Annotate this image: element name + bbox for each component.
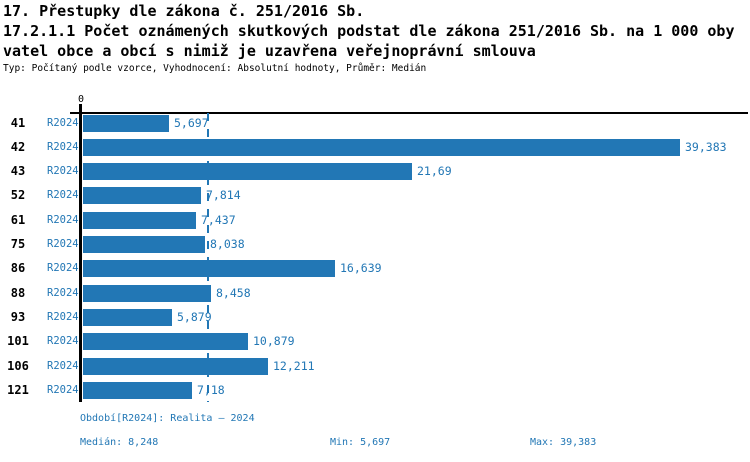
bar [83, 139, 680, 156]
series-label: R2024 [47, 360, 79, 372]
median-stat: Medián: 8,248 [80, 437, 159, 448]
value-label: 5,697 [174, 116, 209, 130]
category-label: 106 [7, 359, 29, 373]
bar [83, 285, 211, 302]
category-label: 121 [7, 383, 29, 397]
x-axis-zero-tick-label: 0 [77, 94, 85, 105]
category-label: 86 [10, 261, 26, 275]
category-label: 41 [10, 116, 26, 130]
series-label: R2024 [47, 214, 79, 226]
bar [83, 115, 169, 132]
min-stat: Min: 5,697 [330, 437, 391, 448]
series-label: R2024 [47, 141, 79, 153]
value-label: 7,814 [206, 188, 241, 202]
category-label: 101 [7, 334, 29, 348]
series-label: R2024 [47, 384, 79, 396]
series-label: R2024 [47, 287, 79, 299]
series-label: R2024 [47, 117, 79, 129]
series-label: R2024 [47, 262, 79, 274]
period-label: Období[R2024]: Realita – 2024 [80, 413, 255, 424]
value-label: 10,879 [253, 334, 295, 348]
series-label: R2024 [47, 189, 79, 201]
value-label: 39,383 [685, 140, 727, 154]
bar [83, 236, 205, 253]
chart-meta: Typ: Počítaný podle vzorce, Vyhodnocení:… [3, 63, 427, 74]
series-label: R2024 [47, 311, 79, 323]
value-label: 7,18 [197, 383, 225, 397]
bar [83, 163, 412, 180]
category-label: 43 [10, 164, 26, 178]
bar [83, 382, 192, 399]
category-label: 42 [10, 140, 26, 154]
value-label: 5,879 [177, 310, 212, 324]
category-label: 61 [10, 213, 26, 227]
category-label: 52 [10, 188, 26, 202]
max-stat: Max: 39,383 [530, 437, 597, 448]
median-reference-line [207, 113, 209, 402]
bar [83, 309, 172, 326]
chart-title: 17. Přestupky dle zákona č. 251/2016 Sb. [3, 2, 365, 20]
value-label: 8,458 [216, 286, 251, 300]
category-label: 88 [10, 286, 26, 300]
bar [83, 212, 196, 229]
series-label: R2024 [47, 335, 79, 347]
category-label: 93 [10, 310, 26, 324]
chart-subtitle-line1: 17.2.1.1 Počet oznámených skutkových pod… [3, 22, 735, 40]
value-label: 12,211 [273, 359, 315, 373]
series-label: R2024 [47, 238, 79, 250]
value-label: 8,038 [210, 237, 245, 251]
series-label: R2024 [47, 165, 79, 177]
bar [83, 358, 268, 375]
value-label: 7,437 [201, 213, 236, 227]
bar [83, 260, 335, 277]
chart-subtitle-line2: vatel obce a obcí s nimiž je uzavřena ve… [3, 42, 536, 60]
bar [83, 333, 248, 350]
x-axis-line [70, 112, 748, 114]
value-label: 16,639 [340, 261, 382, 275]
value-label: 21,69 [417, 164, 452, 178]
category-label: 75 [10, 237, 26, 251]
y-axis-line [79, 104, 82, 402]
bar [83, 187, 201, 204]
